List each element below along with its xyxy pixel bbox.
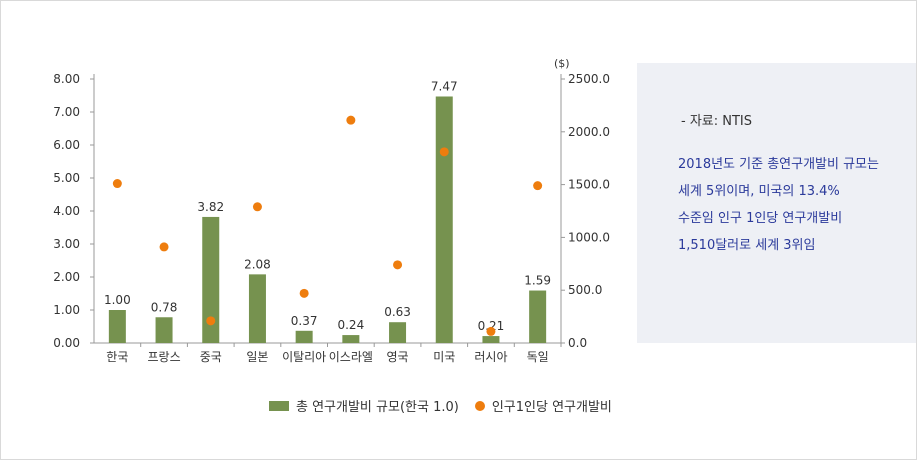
- bar: [342, 335, 360, 343]
- x-tick-label: 한국: [106, 350, 128, 364]
- left-tick-label: 7.00: [53, 105, 80, 119]
- x-tick-label: 이탈리아: [282, 350, 326, 364]
- bar: [295, 330, 313, 343]
- bar-value-label: 1.00: [104, 293, 131, 307]
- scatter-point: [112, 179, 122, 189]
- legend-bar-label: 총 연구개발비 규모(한국 1.0): [296, 400, 459, 415]
- x-tick-label: 영국: [387, 350, 409, 364]
- scatter-point: [439, 147, 449, 157]
- legend-dot-label: 인구1인당 연구개발비: [491, 400, 612, 415]
- bar: [202, 216, 220, 343]
- right-axis-unit: ($): [554, 57, 570, 70]
- right-tick-label: 0.0: [568, 336, 587, 350]
- right-tick-label: 1500.0: [568, 178, 610, 192]
- right-tick-label: 2000.0: [568, 125, 610, 139]
- bar-value-label: 7.47: [431, 79, 458, 93]
- x-tick-label: 러시아: [474, 350, 507, 364]
- scatter-point: [252, 202, 262, 212]
- bar: [248, 274, 266, 343]
- bar: [482, 336, 500, 343]
- left-tick-label: 5.00: [53, 171, 80, 185]
- bar-value-label: 0.21: [478, 319, 505, 333]
- left-tick-label: 0.00: [53, 336, 80, 350]
- bar-value-label: 3.82: [197, 200, 224, 214]
- left-tick-label: 4.00: [53, 204, 80, 218]
- left-tick-label: 2.00: [53, 270, 80, 284]
- scatter-point: [206, 316, 216, 326]
- bar-value-label: 0.63: [384, 305, 411, 319]
- bar: [108, 310, 126, 343]
- summary-text: 2018년도 기준 총연구개발비 규모는 세계 5위이며, 미국의 13.4% …: [678, 151, 917, 259]
- bar: [529, 290, 547, 343]
- summary-line: 세계 5위이며, 미국의 13.4%: [678, 184, 840, 199]
- right-tick-label: 2500.0: [568, 72, 610, 86]
- left-tick-label: 8.00: [53, 72, 80, 86]
- x-tick-label: 일본: [246, 350, 268, 364]
- left-tick-label: 6.00: [53, 138, 80, 152]
- legend: 총 연구개발비 규모(한국 1.0) 인구1인당 연구개발비: [269, 396, 612, 415]
- summary-line: 2018년도 기준 총연구개발비 규모는: [678, 157, 879, 172]
- bar-value-label: 0.37: [291, 314, 318, 328]
- bar-value-label: 2.08: [244, 257, 271, 271]
- bar-value-label: 0.78: [151, 300, 178, 314]
- summary-line: 1,510달러로 세계 3위임: [678, 238, 816, 253]
- left-tick-label: 3.00: [53, 237, 80, 251]
- bar: [155, 317, 173, 343]
- bar: [435, 96, 453, 344]
- bar-value-label: 0.24: [337, 318, 364, 332]
- right-tick-label: 500.0: [568, 283, 602, 297]
- scatter-point: [533, 181, 543, 191]
- summary-line: 수준임 인구 1인당 연구개발비: [678, 211, 843, 226]
- left-tick-label: 1.00: [53, 303, 80, 317]
- scatter-point: [299, 288, 309, 298]
- x-tick-label: 중국: [200, 350, 222, 364]
- note-box: - 자료: NTIS 2018년도 기준 총연구개발비 규모는 세계 5위이며,…: [637, 63, 916, 343]
- x-tick-label: 독일: [527, 350, 549, 364]
- scatter-point: [486, 326, 496, 336]
- scatter-point: [159, 242, 169, 252]
- x-tick-label: 프랑스: [147, 350, 180, 364]
- x-tick-label: 이스라엘: [329, 350, 373, 364]
- bar-value-label: 1.59: [524, 274, 551, 288]
- bar: [389, 322, 407, 343]
- legend-bar-swatch: [269, 400, 289, 411]
- source-text: - 자료: NTIS: [681, 114, 753, 129]
- scatter-point: [393, 260, 403, 270]
- right-tick-label: 1000.0: [568, 230, 610, 244]
- scatter-point: [346, 115, 356, 125]
- legend-dot-swatch: [474, 400, 485, 411]
- x-tick-label: 미국: [433, 350, 455, 364]
